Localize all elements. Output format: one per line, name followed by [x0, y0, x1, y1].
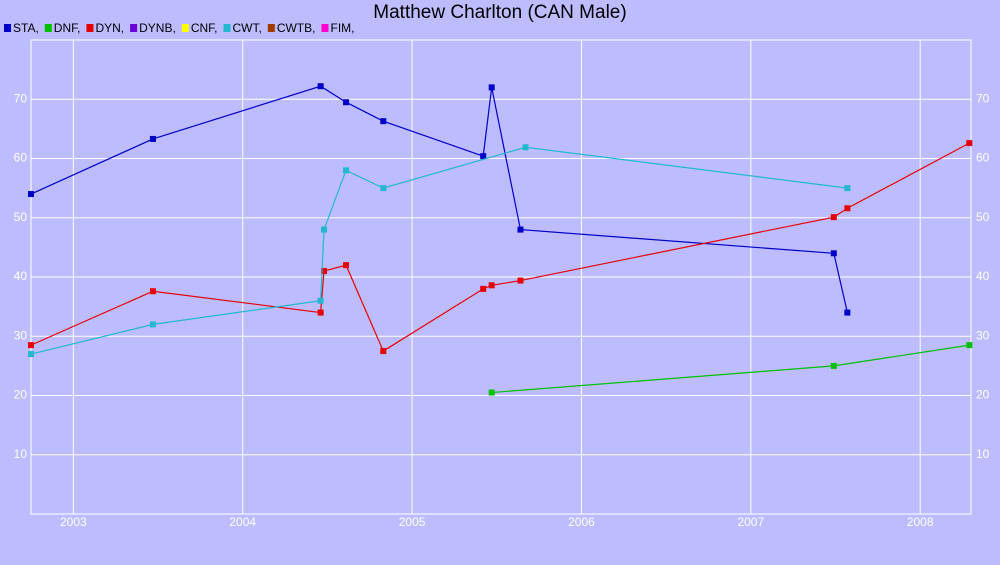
legend-label: CNF, — [191, 21, 218, 35]
data-point — [830, 214, 837, 221]
data-point — [480, 153, 487, 160]
data-point — [517, 226, 524, 233]
y-tick-label: 60 — [14, 151, 28, 165]
data-point — [149, 288, 156, 295]
x-tick-label: 2003 — [60, 515, 87, 529]
legend-swatch — [130, 24, 138, 32]
legend-swatch — [267, 24, 275, 32]
legend-label: DNF, — [54, 21, 81, 35]
y2-tick-label: 40 — [976, 269, 990, 283]
data-point — [317, 83, 324, 90]
data-point — [321, 226, 328, 233]
data-point — [488, 84, 495, 91]
legend-swatch — [181, 24, 189, 32]
legend-label: CWTB, — [277, 21, 316, 35]
legend-label: DYN, — [95, 21, 124, 35]
data-point — [844, 205, 851, 212]
y-tick-label: 70 — [14, 91, 28, 105]
legend-label: DYNB, — [139, 21, 176, 35]
data-point — [966, 140, 973, 147]
data-point — [28, 342, 34, 349]
series-line — [30, 146, 848, 355]
y-tick-label: 40 — [14, 269, 28, 283]
y-tick-label: 10 — [14, 447, 28, 461]
data-point — [321, 268, 328, 275]
data-point — [830, 250, 837, 257]
y2-tick-label: 30 — [976, 328, 990, 342]
x-tick-label: 2005 — [399, 515, 426, 529]
chart-title: Matthew Charlton (CAN Male) — [373, 2, 626, 23]
y2-tick-label: 20 — [976, 388, 990, 402]
legend-swatch — [4, 24, 11, 32]
data-point — [343, 167, 350, 174]
data-point — [488, 389, 495, 396]
data-point — [317, 309, 324, 316]
data-point — [149, 321, 156, 328]
legend-swatch — [321, 24, 329, 32]
data-point — [844, 185, 851, 192]
x-tick-label: 2008 — [907, 515, 934, 529]
data-point — [343, 99, 350, 106]
data-point — [522, 144, 529, 151]
data-point — [28, 351, 34, 358]
data-point — [343, 262, 350, 269]
y-tick-label: 50 — [14, 210, 28, 224]
y-tick-label: 30 — [14, 328, 28, 342]
data-point — [480, 285, 487, 292]
y2-tick-label: 50 — [976, 210, 990, 224]
data-point — [830, 362, 837, 369]
x-tick-label: 2007 — [737, 515, 764, 529]
legend-label: FIM, — [330, 21, 354, 35]
data-point — [380, 118, 387, 125]
data-point — [317, 297, 324, 304]
data-point — [966, 342, 973, 349]
x-tick-label: 2004 — [229, 515, 256, 529]
data-point — [844, 309, 851, 316]
data-point — [380, 185, 387, 192]
data-point — [488, 282, 495, 289]
data-point — [28, 191, 34, 198]
legend-swatch — [223, 24, 231, 32]
y2-tick-label: 70 — [976, 91, 990, 105]
x-tick-label: 2006 — [568, 515, 595, 529]
y2-tick-label: 60 — [976, 151, 990, 165]
legend-label: CWT, — [232, 21, 261, 35]
legend-label: STA, — [13, 21, 39, 35]
data-point — [517, 277, 524, 284]
data-point — [149, 135, 156, 142]
legend-swatch — [44, 24, 52, 32]
y-tick-label: 20 — [14, 388, 28, 402]
y2-tick-label: 10 — [976, 447, 990, 461]
series-line — [30, 85, 848, 313]
data-point — [380, 348, 387, 355]
legend-swatch — [86, 24, 94, 32]
